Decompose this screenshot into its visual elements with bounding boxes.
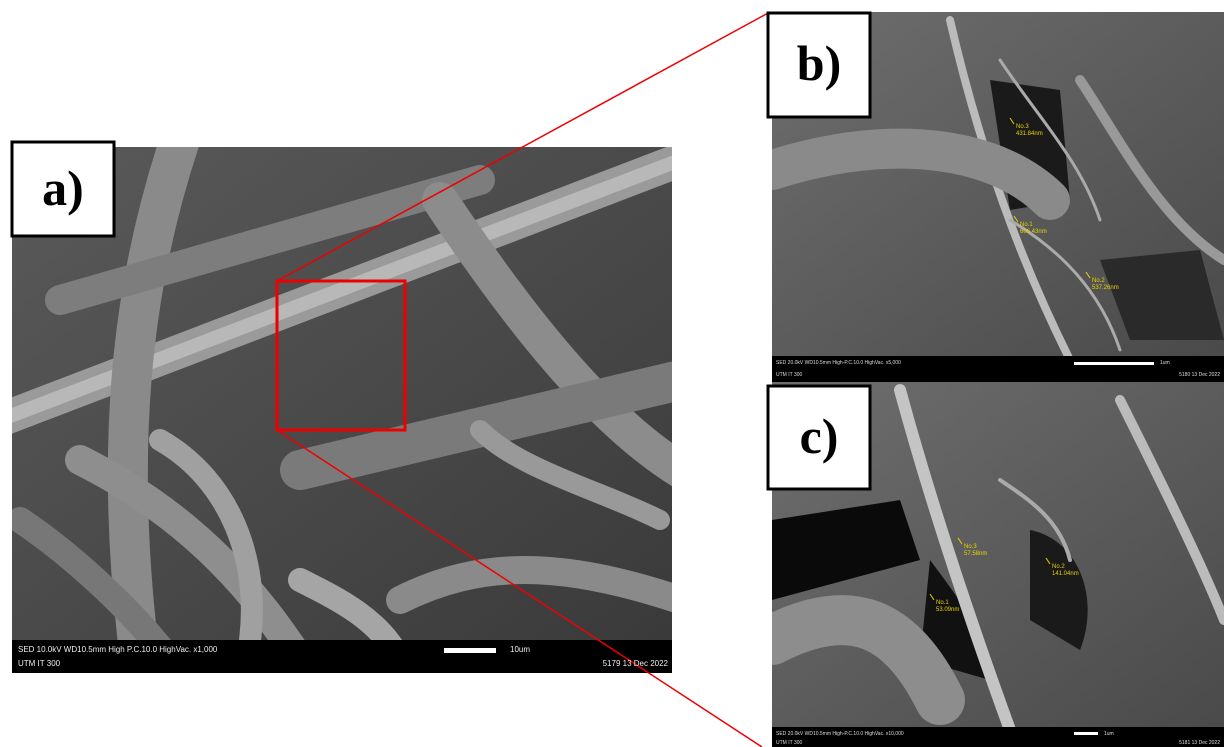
measure-size: 431.84nm [1016,131,1043,137]
info-text: 5181 13 Dec 2022 [1179,740,1220,746]
measure-id: No.3 [964,544,977,550]
info-bar [772,727,1224,747]
info-text: UTM IT 300 [776,372,803,378]
scale-label: 1um [1104,731,1114,737]
measure-id: No.1 [1020,222,1033,228]
measure-id: No.1 [936,600,949,606]
measure-id: No.2 [1092,278,1105,284]
info-text: UTM IT 300 [18,659,61,668]
scale-bar [1074,362,1154,365]
info-text: UTM IT 300 [776,740,803,746]
measure-size: 537.26nm [1092,285,1119,291]
figure: a) SED 10.0kV WD10.5mm High P.C.10.0 High… [0,0,1224,747]
measure-size: 606.43nm [1020,229,1047,235]
measure-size: 57.58nm [964,551,987,557]
info-text: SED 20.0kV WD10.5mm High-P.C.10.0 HighVa… [776,360,901,366]
panel-label: a) [42,160,84,216]
measure-size: 141.04nm [1052,571,1079,577]
measure-id: No.3 [1016,124,1029,130]
info-text: 5180 13 Dec 2022 [1179,372,1220,378]
info-text: SED 10.0kV WD10.5mm High P.C.10.0 HighVa… [18,645,218,654]
scale-bar [1074,732,1098,735]
info-text: SED 20.0kV WD10.5mm High-P.C.10.0 HighVa… [776,731,904,737]
info-text: 5179 13 Dec 2022 [603,659,669,668]
scale-label: 1um [1160,360,1170,366]
scale-bar [444,648,496,653]
measure-id: No.2 [1052,564,1065,570]
scale-label: 10um [510,645,530,654]
measure-size: 53.09nm [936,607,959,613]
panel-label: c) [800,408,839,464]
panel-label: b) [797,35,841,91]
